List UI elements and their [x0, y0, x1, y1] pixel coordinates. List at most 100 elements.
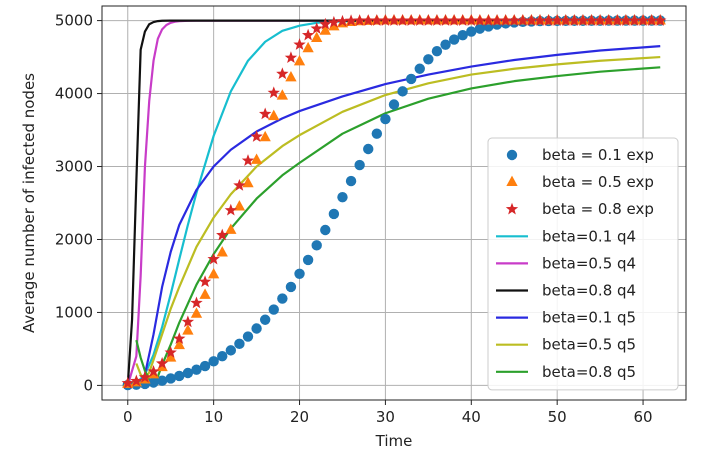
axes-frame [101, 5, 687, 401]
data-point [311, 31, 323, 43]
data-point [259, 130, 271, 142]
data-point [516, 14, 530, 26]
data-point [293, 38, 306, 50]
legend-label: beta = 0.8 exp [542, 200, 654, 218]
data-point [320, 224, 331, 236]
data-point [302, 41, 314, 53]
data-point [413, 14, 426, 26]
data-point [191, 364, 202, 375]
data-point [636, 14, 650, 26]
data-point [396, 14, 409, 26]
y-tick-label: 1000 [55, 303, 93, 321]
data-point [233, 178, 246, 191]
data-point [199, 288, 211, 299]
data-point [354, 159, 365, 171]
data-point [654, 14, 667, 26]
data-point [130, 374, 143, 387]
data-point [457, 29, 468, 41]
data-point [121, 376, 134, 389]
data-point [165, 373, 176, 384]
data-point [259, 314, 271, 325]
legend-marker [505, 202, 519, 215]
legend-label: beta=0.1 q5 [542, 309, 636, 327]
data-point [619, 14, 633, 26]
data-point [380, 113, 391, 125]
y-tick-label: 3000 [55, 158, 93, 176]
data-point [585, 14, 598, 26]
data-point [301, 28, 315, 41]
data-point [208, 356, 219, 367]
data-point [207, 252, 220, 265]
data-point [568, 14, 581, 26]
x-tick-label: 0 [123, 408, 133, 426]
data-point [276, 89, 289, 100]
data-point [251, 323, 262, 334]
data-point [217, 351, 228, 362]
data-point [319, 17, 332, 30]
data-point [404, 14, 418, 26]
legend-label: beta=0.8 q4 [542, 282, 636, 300]
data-point [448, 34, 460, 45]
data-point [276, 67, 289, 80]
legend-label: beta=0.5 q4 [542, 254, 636, 272]
x-tick-label: 50 [548, 408, 567, 426]
data-point [542, 14, 555, 26]
data-point [165, 351, 177, 362]
data-point [173, 338, 185, 350]
data-point [431, 46, 443, 57]
data-point [474, 23, 486, 34]
series-markers [121, 14, 667, 389]
legend-marker [506, 175, 518, 186]
data-point [525, 14, 538, 26]
data-point [190, 296, 203, 309]
x-tick-label: 40 [462, 408, 481, 426]
data-point [645, 14, 658, 26]
data-point [293, 54, 306, 66]
data-point [174, 370, 185, 382]
data-point [490, 14, 504, 26]
data-point [422, 14, 435, 26]
x-tick-label: 30 [376, 408, 395, 426]
data-point [482, 14, 495, 26]
data-point [285, 71, 297, 82]
x-axis-label: Time [375, 432, 413, 450]
data-point [559, 14, 572, 26]
data-point [242, 176, 254, 188]
data-point [138, 370, 152, 383]
data-point [456, 14, 469, 26]
data-point [241, 154, 255, 166]
data-point [182, 367, 194, 379]
data-point [353, 14, 366, 26]
data-point [258, 107, 272, 120]
data-point [268, 109, 280, 121]
data-point [268, 304, 279, 315]
data-point [602, 14, 615, 26]
data-point [173, 332, 186, 344]
data-point [628, 14, 641, 26]
data-point [233, 200, 246, 211]
data-point [363, 143, 374, 155]
data-point [414, 63, 425, 74]
data-point [216, 228, 229, 241]
data-point [225, 223, 237, 234]
data-point [216, 246, 228, 257]
data-point [242, 331, 254, 342]
legend-label: beta=0.1 q4 [542, 227, 636, 245]
legend-label: beta=0.5 q5 [542, 336, 636, 354]
data-point [593, 14, 607, 26]
data-point [370, 14, 384, 26]
data-point [337, 191, 348, 203]
data-point [199, 360, 211, 372]
data-point [155, 357, 169, 369]
data-point [465, 14, 478, 26]
data-point [181, 315, 195, 328]
data-point [234, 338, 245, 350]
data-point [147, 365, 160, 377]
data-point [388, 99, 400, 110]
series-line [126, 19, 661, 386]
x-tick-label: 10 [204, 408, 223, 426]
y-tick-label: 2000 [55, 230, 93, 248]
y-tick-label: 4000 [55, 85, 93, 103]
